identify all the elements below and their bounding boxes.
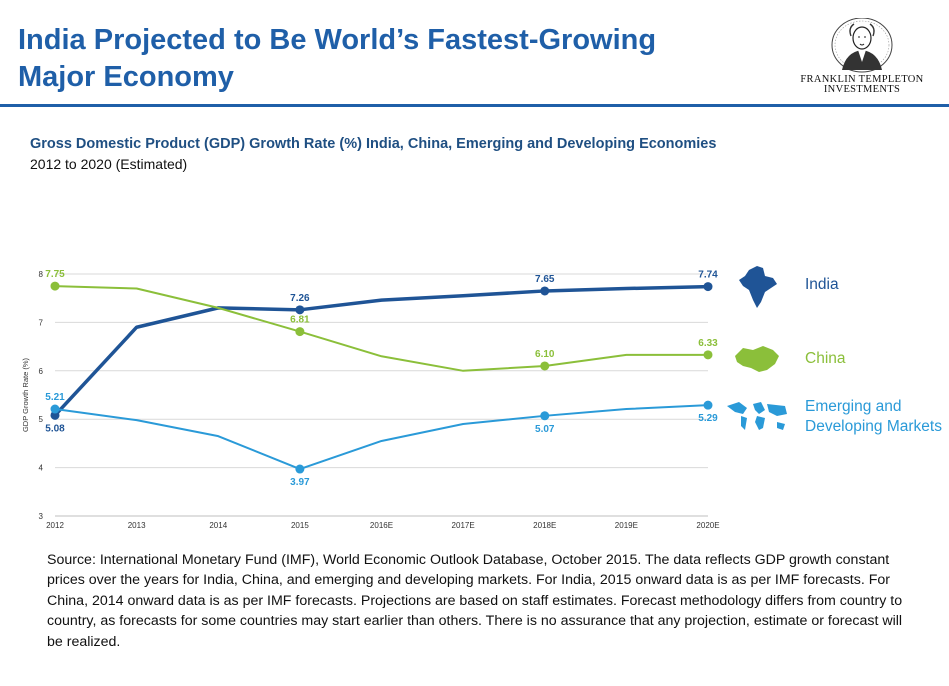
page-title: India Projected to Be World’s Fastest-Gr… <box>18 22 758 96</box>
data-label: 6.33 <box>698 338 718 349</box>
data-label: 5.21 <box>45 392 65 403</box>
y-tick-label: 7 <box>39 318 44 327</box>
x-tick-label: 2017E <box>452 521 475 530</box>
franklin-templeton-logo: FRANKLIN TEMPLETON INVESTMENTS <box>778 18 946 98</box>
data-point <box>50 404 60 414</box>
header-divider <box>0 104 949 107</box>
data-label: 6.81 <box>290 315 310 326</box>
y-axis-label: GDP Growth Rate (%) <box>21 357 30 432</box>
y-tick-label: 8 <box>39 270 44 279</box>
logo-line-2: INVESTMENTS <box>823 84 901 95</box>
data-point <box>295 327 305 337</box>
y-tick-label: 4 <box>39 464 44 473</box>
x-tick-label: 2012 <box>46 521 64 530</box>
logo-line-1: FRANKLIN TEMPLETON <box>800 74 924 85</box>
data-point <box>703 400 713 410</box>
data-label: 7.26 <box>290 293 310 304</box>
series-line-world-map <box>54 404 709 471</box>
x-tick-label: 2014 <box>209 521 227 530</box>
data-point <box>540 361 550 371</box>
data-label: 5.08 <box>45 423 65 434</box>
y-tick-label: 3 <box>39 512 44 521</box>
x-tick-label: 2020E <box>696 521 719 530</box>
data-point <box>703 282 713 292</box>
data-point <box>295 305 305 315</box>
x-tick-label: 2018E <box>533 521 556 530</box>
data-point <box>50 281 60 291</box>
chart-subtitle: 2012 to 2020 (Estimated) <box>30 156 188 172</box>
world-map-icon <box>727 402 787 430</box>
legend-label: Emerging and <box>805 398 902 415</box>
china-map-icon <box>735 346 779 372</box>
legend-label: China <box>805 350 846 367</box>
data-label: 5.29 <box>698 413 718 424</box>
x-tick-label: 2013 <box>128 521 146 530</box>
data-label: 7.65 <box>535 274 555 285</box>
series-line-china-map <box>54 285 708 372</box>
data-point <box>540 286 550 296</box>
portrait-icon <box>831 18 893 73</box>
x-tick-label: 2016E <box>370 521 393 530</box>
series-line-india-map <box>53 284 709 417</box>
data-point <box>50 410 60 420</box>
data-label: 7.74 <box>698 270 718 281</box>
data-label: 6.10 <box>535 349 555 360</box>
title-line-2: Major Economy <box>18 61 234 93</box>
y-tick-label: 5 <box>39 415 44 424</box>
data-label: 3.97 <box>290 477 310 488</box>
chart-title: Gross Domestic Product (GDP) Growth Rate… <box>30 136 717 152</box>
data-label: 5.07 <box>535 424 555 435</box>
india-map-icon <box>739 266 777 308</box>
data-point <box>703 350 713 360</box>
data-label: 7.75 <box>45 269 65 280</box>
data-point <box>540 411 550 421</box>
title-line-1: India Projected to Be World’s Fastest-Gr… <box>18 24 657 56</box>
x-tick-label: 2015 <box>291 521 309 530</box>
y-tick-label: 6 <box>39 367 44 376</box>
x-tick-label: 2019E <box>615 521 638 530</box>
legend-label: Developing Markets <box>805 418 942 435</box>
gdp-growth-chart: 3 4 5 6 7 8 2012 2013 2014 2015 2016E 2017E 2018E 201… <box>21 266 942 530</box>
data-point <box>295 464 305 474</box>
source-note: Source: International Monetary Fund (IMF… <box>47 552 903 650</box>
legend-label: India <box>805 276 839 293</box>
